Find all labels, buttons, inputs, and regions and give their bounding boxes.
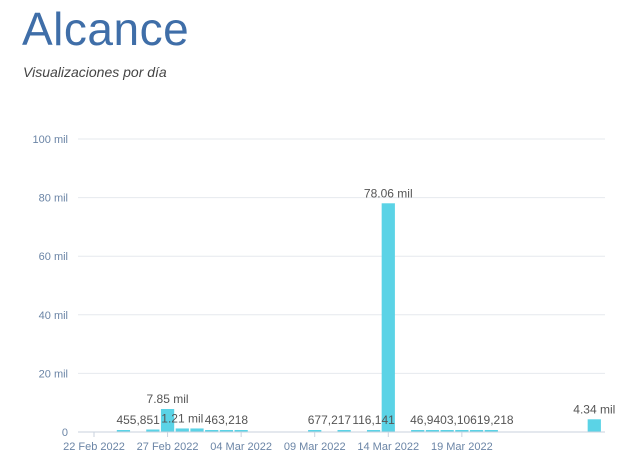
chart-bar (381, 203, 395, 432)
y-tick-label: 40 mil (39, 310, 68, 322)
chart-bar (455, 430, 469, 432)
chart-bar (425, 430, 440, 432)
data-label: 116,141 (352, 413, 395, 427)
chart-bar (219, 430, 234, 432)
chart-bar (160, 408, 175, 432)
x-tick-label: 27 Feb 2022 (137, 441, 199, 453)
y-tick-label: 100 mil (33, 134, 68, 146)
chart-bar (440, 430, 454, 432)
data-label: 677,217 (308, 413, 352, 427)
data-label: 463,218 (205, 413, 249, 427)
bar-layer (116, 203, 601, 432)
page-subtitle: Visualizaciones por día (23, 64, 167, 80)
grid-layer (78, 138, 605, 433)
data-label: 455,851 (116, 413, 160, 427)
chart-bar (308, 430, 322, 432)
y-tick-label: 0 (62, 427, 68, 439)
x-tick-label: 04 Mar 2022 (210, 441, 272, 453)
data-label: 1.21 mil (161, 411, 203, 425)
chart-bar (366, 430, 381, 432)
chart-bar (205, 430, 219, 432)
label-layer: 455,851 7.85 mil 1.21 mil 463,218 677,217 116… (116, 186, 615, 427)
chart-bar (234, 430, 248, 432)
x-tick-label: 09 Mar 2022 (284, 441, 346, 453)
y-tick-label: 20 mil (39, 368, 68, 380)
axis-layer: 0 20 mil 40 mil 60 mil 80 mil 100 mil 22 Feb 2… (33, 134, 605, 453)
chart-bar (116, 430, 131, 432)
chart-bar (411, 430, 425, 432)
chart-bar (146, 429, 160, 432)
chart-bar (337, 430, 351, 432)
y-tick-label: 80 mil (39, 193, 68, 205)
data-label: 4.34 mil (573, 402, 615, 416)
chart-bar (469, 430, 484, 432)
page-title: Alcance (22, 3, 190, 55)
y-tick-label: 60 mil (39, 251, 68, 263)
data-label: 78.06 mil (364, 186, 413, 200)
chart-bar (484, 430, 498, 432)
data-label: 7.85 mil (147, 392, 189, 406)
x-tick-label: 19 Mar 2022 (431, 441, 493, 453)
chart-bar (175, 428, 189, 432)
chart-bar (190, 428, 204, 432)
x-tick-label: 22 Feb 2022 (63, 441, 125, 453)
chart-bar (587, 419, 601, 432)
x-tick-label: 14 Mar 2022 (357, 441, 419, 453)
data-label: 46,9403,10619,218 (410, 413, 514, 427)
